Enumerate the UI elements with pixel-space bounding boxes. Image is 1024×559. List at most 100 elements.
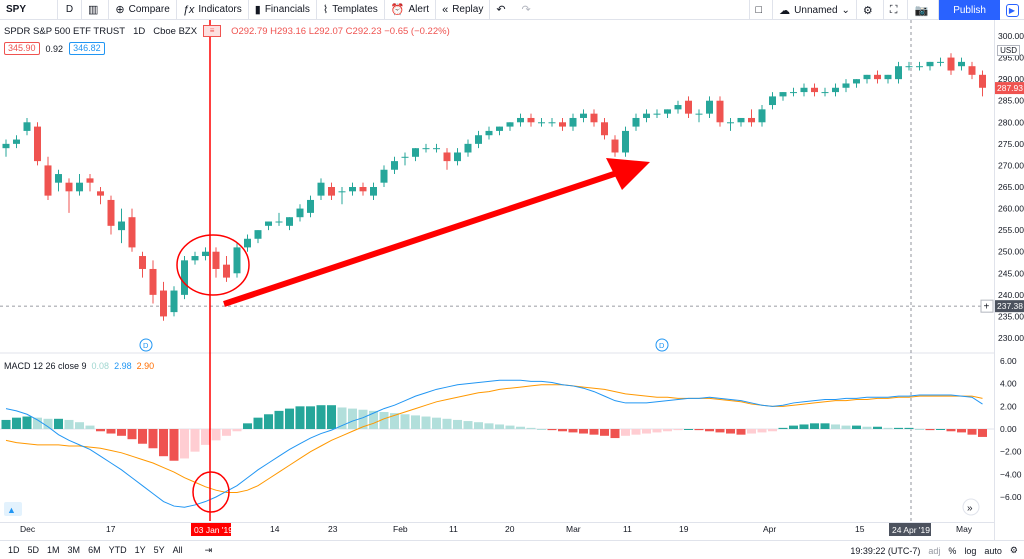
screenshot-button[interactable]: 📷 bbox=[908, 0, 940, 20]
goto-date-icon[interactable]: ⇥ bbox=[204, 544, 213, 555]
macd-histogram-bar bbox=[211, 429, 221, 441]
replay-label: Replay bbox=[452, 4, 484, 15]
candle-body bbox=[2, 143, 10, 149]
macd-histogram-bar bbox=[915, 429, 924, 430]
compare-button[interactable]: ⊕ Compare bbox=[109, 0, 177, 20]
candle-body bbox=[265, 221, 272, 226]
candle-body bbox=[779, 92, 787, 97]
ask-price[interactable]: 346.82 bbox=[69, 42, 105, 55]
redo-button[interactable]: ↷ bbox=[516, 0, 541, 20]
dividend-marker bbox=[655, 338, 669, 352]
macd-histogram-bar bbox=[852, 425, 861, 429]
auto-toggle[interactable]: auto bbox=[984, 545, 1002, 556]
chart-style-button[interactable]: ▥ bbox=[82, 0, 110, 20]
time-axis[interactable] bbox=[0, 522, 994, 538]
macd-histogram-bar bbox=[946, 429, 956, 432]
publish-button[interactable]: Publish bbox=[939, 0, 1000, 20]
macd-histogram-bar bbox=[201, 429, 210, 445]
interval-button[interactable]: D bbox=[58, 0, 82, 20]
macd-histogram-bar bbox=[526, 427, 536, 429]
macd-histogram-bar bbox=[694, 429, 704, 431]
range-6m[interactable]: 6M bbox=[88, 545, 101, 555]
candle-body bbox=[643, 113, 650, 118]
legend-toggle-icon[interactable]: ≡ bbox=[203, 25, 222, 37]
macd-histogram-bar bbox=[348, 408, 357, 429]
replay-button[interactable]: « Replay bbox=[436, 0, 491, 20]
layout-toggle-button[interactable]: □ bbox=[748, 0, 774, 20]
candle-body bbox=[632, 117, 640, 127]
price-tick-label: 230.00 bbox=[998, 333, 1024, 343]
macd-histogram-bar bbox=[106, 429, 116, 434]
symbol-search[interactable]: SPY bbox=[0, 0, 58, 20]
macd-histogram-bar bbox=[778, 427, 788, 429]
macd-histogram-bar bbox=[169, 429, 179, 461]
candle-body bbox=[97, 191, 104, 196]
macd-histogram-bar bbox=[757, 429, 767, 433]
macd-histogram-bar bbox=[379, 412, 389, 429]
alert-button[interactable]: ⏰ Alert bbox=[385, 0, 437, 20]
macd-histogram-bar bbox=[820, 423, 830, 429]
indicators-button[interactable]: ƒx Indicators bbox=[177, 0, 249, 20]
annotation-arrow-shaft bbox=[223, 169, 621, 307]
macd-legend-macd: 2.98 bbox=[114, 361, 132, 371]
time-axis-label: 19 bbox=[679, 524, 689, 534]
adj-toggle[interactable]: adj bbox=[928, 545, 941, 556]
play-icon: ▶ bbox=[1005, 3, 1019, 17]
play-button[interactable]: ▶ bbox=[1000, 0, 1024, 20]
templates-icon: ⌇ bbox=[322, 4, 329, 16]
range-5y[interactable]: 5Y bbox=[153, 545, 165, 555]
price-tick-label: 300.00 bbox=[998, 31, 1024, 41]
candle-body bbox=[496, 126, 503, 131]
macd-histogram-bar bbox=[85, 425, 95, 429]
candle-body bbox=[86, 178, 94, 183]
range-5d[interactable]: 5D bbox=[27, 545, 40, 555]
candle-body bbox=[149, 268, 157, 295]
macd-histogram-bar bbox=[610, 429, 620, 439]
candle-body bbox=[958, 61, 965, 67]
undo-button[interactable]: ↶ bbox=[490, 0, 515, 20]
macd-histogram-bar bbox=[285, 408, 294, 429]
fullscreen-button[interactable]: ⛶ bbox=[884, 0, 909, 20]
financials-label: Financials bbox=[264, 4, 310, 15]
last-price-label: 287.93 bbox=[997, 83, 1023, 93]
range-3m[interactable]: 3M bbox=[67, 545, 81, 555]
layout-menu-button[interactable]: ☁ Unnamed ⌄ bbox=[773, 0, 857, 20]
clock-time[interactable]: 19:39:22 (UTC-7) bbox=[850, 545, 921, 556]
macd-histogram-bar bbox=[127, 429, 137, 440]
macd-histogram-bar bbox=[474, 422, 483, 429]
range-1d[interactable]: 1D bbox=[8, 545, 20, 555]
macd-tick-label: 4.00 bbox=[1000, 379, 1017, 389]
bid-price[interactable]: 345.90 bbox=[4, 42, 40, 55]
price-tick-label: 235.00 bbox=[998, 311, 1024, 321]
financials-button[interactable]: ▮ Financials bbox=[249, 0, 317, 20]
percent-toggle[interactable]: % bbox=[948, 545, 957, 556]
range-1m[interactable]: 1M bbox=[47, 545, 60, 555]
macd-histogram-bar bbox=[495, 424, 504, 429]
bar-chart-icon: ▮ bbox=[254, 4, 261, 16]
price-tick-label: 275.00 bbox=[998, 139, 1024, 149]
candle-body bbox=[559, 122, 566, 127]
price-axis[interactable]: USD bbox=[994, 20, 1024, 540]
time-axis-label: Feb bbox=[393, 524, 408, 534]
settings-button[interactable]: ⚙ bbox=[857, 0, 884, 20]
axis-settings-icon[interactable]: ⚙ bbox=[1009, 545, 1018, 555]
gear-icon: ⚙ bbox=[862, 4, 873, 17]
currency-label[interactable]: USD bbox=[997, 45, 1020, 56]
add-alert-button bbox=[980, 299, 994, 313]
crosshair-date-badge bbox=[889, 523, 931, 536]
rewind-icon: « bbox=[442, 3, 449, 16]
macd-histogram-bar bbox=[75, 422, 84, 429]
time-axis-label: Mar bbox=[566, 524, 581, 534]
macd-histogram-bar bbox=[400, 414, 410, 429]
macd-histogram-bar bbox=[180, 429, 189, 459]
macd-histogram-bar bbox=[925, 429, 935, 431]
range-1y[interactable]: 1Y bbox=[134, 545, 146, 555]
macd-histogram-bar bbox=[274, 410, 284, 429]
range-ytd[interactable]: YTD bbox=[108, 545, 127, 555]
templates-button[interactable]: ⌇ Templates bbox=[317, 0, 385, 20]
macd-histogram-bar bbox=[978, 429, 987, 437]
highlight-date-label: 03 Jan '19 bbox=[194, 525, 233, 535]
log-toggle[interactable]: log bbox=[964, 545, 977, 556]
range-all[interactable]: All bbox=[172, 545, 183, 555]
